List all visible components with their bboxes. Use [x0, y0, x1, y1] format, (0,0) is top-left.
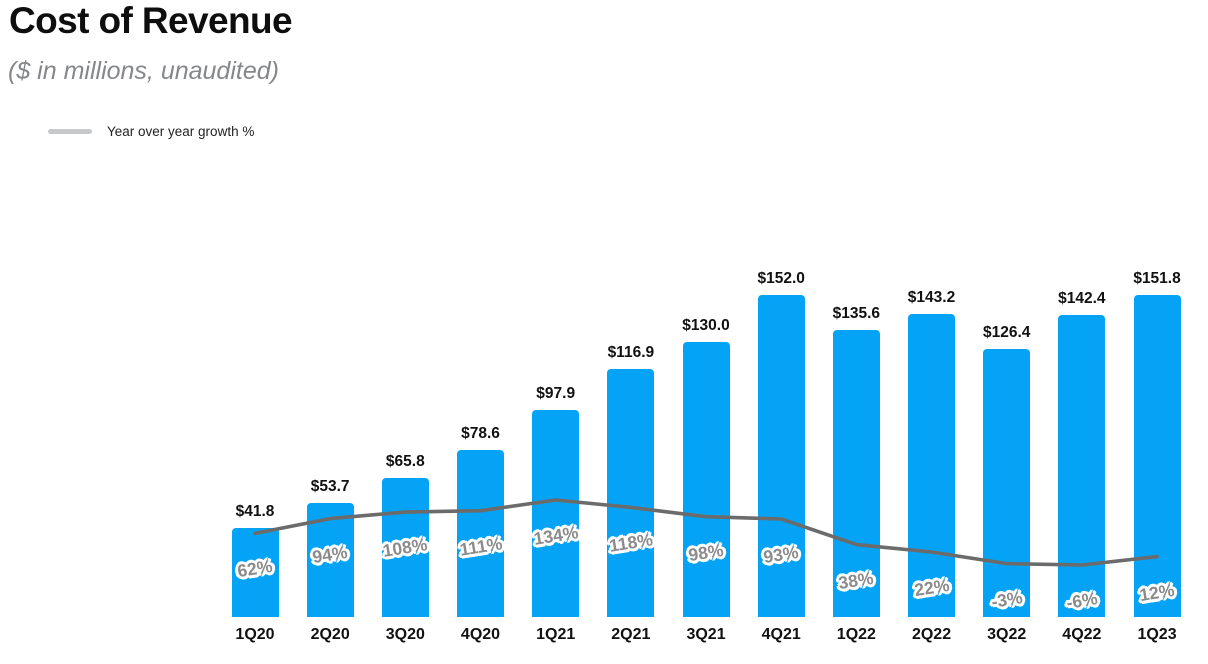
x-axis-label-1Q21: 1Q21 — [536, 626, 576, 643]
x-axis-label-1Q22: 1Q22 — [836, 626, 876, 643]
x-axis-label-3Q21: 3Q21 — [686, 626, 726, 643]
legend-line-swatch — [48, 129, 92, 134]
bar-value-label-4Q20: $78.6 — [461, 425, 500, 443]
bar-4Q21 — [757, 295, 805, 617]
x-axis-label-4Q22: 4Q22 — [1062, 626, 1102, 643]
bar-value-label-3Q20: $65.8 — [385, 452, 425, 470]
bar-value-label-1Q21: $97.9 — [536, 384, 576, 402]
x-axis-label-2Q20: 2Q20 — [310, 626, 350, 643]
x-axis-label-1Q23: 1Q23 — [1137, 626, 1177, 643]
bar-3Q22 — [983, 349, 1031, 617]
bar-1Q21 — [532, 409, 580, 617]
bar-value-label-1Q20: $41.8 — [235, 503, 275, 521]
bar-value-label-4Q21: $152.0 — [757, 270, 805, 287]
bar-value-label-2Q20: $53.7 — [310, 478, 350, 496]
bar-4Q22 — [1058, 315, 1106, 617]
legend-label: Year over year growth % — [107, 124, 255, 139]
bar-value-label-2Q21: $116.9 — [607, 344, 655, 362]
x-axis-label-2Q22: 2Q22 — [911, 626, 952, 643]
bar-value-label-3Q22: $126.4 — [982, 324, 1031, 342]
x-axis-label-1Q20: 1Q20 — [235, 626, 275, 643]
x-axis-label-3Q22: 3Q22 — [987, 626, 1027, 643]
bar-value-label-4Q22: $142.4 — [1058, 290, 1106, 308]
bar-value-label-1Q23: $151.8 — [1133, 270, 1181, 288]
bar-value-label-3Q21: $130.0 — [682, 316, 730, 334]
bar-1Q23 — [1133, 295, 1181, 617]
bar-2Q21 — [607, 369, 655, 617]
x-axis-label-3Q20: 3Q20 — [385, 626, 425, 643]
page-subtitle: ($ in millions, unaudited) — [8, 57, 279, 85]
bar-3Q21 — [682, 341, 730, 617]
bar-2Q22 — [908, 313, 956, 617]
x-axis-label-2Q21: 2Q21 — [611, 626, 651, 643]
legend: Year over year growth % — [48, 124, 254, 139]
bar-value-label-2Q22: $143.2 — [907, 288, 956, 306]
growth-label-3Q22: -3% — [989, 586, 1024, 612]
x-axis-label-4Q20: 4Q20 — [460, 626, 501, 643]
x-axis-label-4Q21: 4Q21 — [761, 626, 801, 643]
bar-1Q22 — [832, 329, 880, 617]
bar-value-label-1Q22: $135.6 — [832, 304, 881, 322]
page-title: Cost of Revenue — [9, 0, 293, 41]
